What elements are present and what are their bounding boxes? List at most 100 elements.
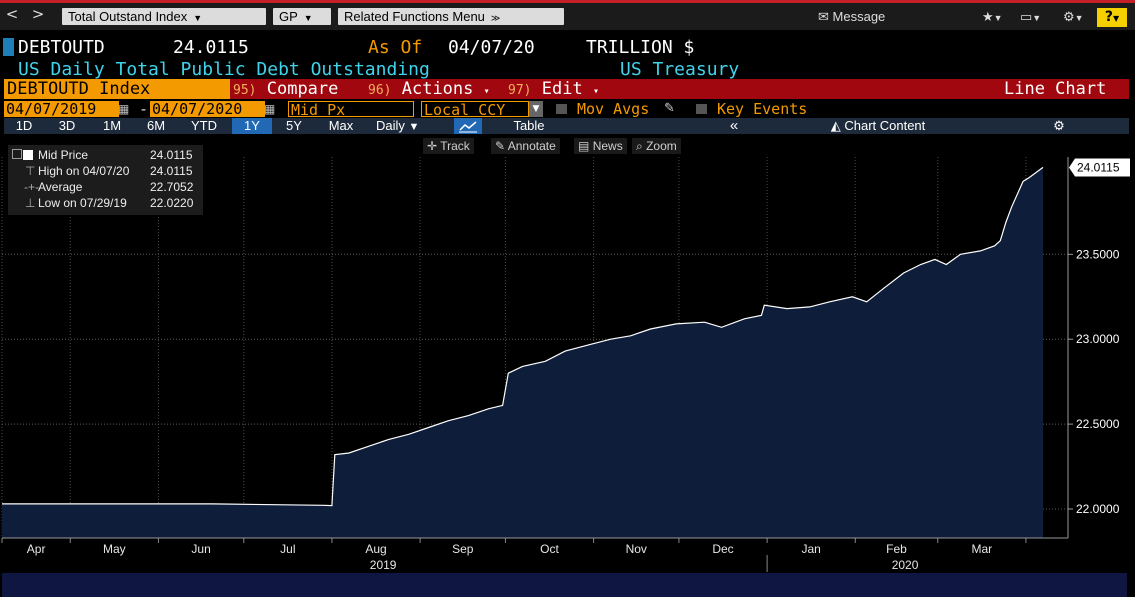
compare-button[interactable]: 95) Compare <box>233 79 338 101</box>
compare-number: 95) <box>233 83 257 98</box>
gear-icon[interactable]: ⚙ <box>1053 118 1065 133</box>
legend-label: Mid Price <box>38 148 89 162</box>
chevron-down-icon: ▼ <box>303 13 313 23</box>
related-functions-menu[interactable]: Related Functions Menu ≫ <box>338 8 564 25</box>
news-tool[interactable]: ▤ News <box>574 138 627 154</box>
legend-row-high: ⊤ High on 04/07/20 24.0115 <box>8 163 203 179</box>
legend-value: 22.0220 <box>150 196 194 210</box>
series-line <box>2 166 1044 507</box>
mov-avgs-checkbox[interactable] <box>556 104 567 114</box>
legend-row-mid-price: Mid Price 24.0115 <box>8 147 203 163</box>
compare-label: Compare <box>266 79 339 99</box>
period-button-1y[interactable]: 1Y <box>232 118 272 134</box>
y-tick-label: 22.0000 <box>1076 502 1120 516</box>
period-button-1d[interactable]: 1D <box>15 118 33 133</box>
crosshair-icon: ✛ <box>427 139 438 153</box>
x-month-label: Aug <box>365 542 386 556</box>
chevron-down-icon[interactable]: ▼ <box>529 101 543 117</box>
edit-button[interactable]: 97) Edit ▾ <box>508 79 599 102</box>
chevron-down-icon: ▼ <box>1032 13 1042 23</box>
window-options-button[interactable]: ▭▼ <box>1020 8 1041 27</box>
x-month-label: Feb <box>886 542 907 556</box>
chart-content-icon: ◭ <box>830 118 841 133</box>
chart-legend[interactable]: Mid Price 24.0115 ⊤ High on 04/07/20 24.… <box>8 145 203 215</box>
legend-label: High on 04/07/20 <box>38 164 130 178</box>
series-swatch-icon <box>23 150 33 160</box>
calendar-icon[interactable]: ▦ <box>118 102 130 116</box>
gp-dropdown[interactable]: GP ▼ <box>273 8 331 25</box>
period-button-1m[interactable]: 1M <box>102 118 122 133</box>
security-marker-icon <box>3 38 14 56</box>
data-source: US Treasury <box>620 59 740 80</box>
message-button[interactable]: ✉ Message <box>818 8 885 25</box>
currency-selector[interactable]: Local CCY <box>421 101 529 118</box>
track-tool[interactable]: ✛ Track <box>423 138 474 154</box>
annotate-label: Annotate <box>507 139 556 153</box>
date-range-dash: - <box>139 100 149 118</box>
chart-type-label[interactable]: Line Chart <box>1004 79 1107 99</box>
security-field[interactable]: DEBTOUTD Index <box>4 79 230 99</box>
settings-button[interactable]: ⚙▼ <box>1063 8 1084 27</box>
favorites-button[interactable]: ★▼ <box>982 8 1003 27</box>
actions-label: Actions <box>401 79 474 99</box>
table-button[interactable]: Table <box>513 118 545 133</box>
actions-button[interactable]: 96) Actions ▾ <box>368 79 490 102</box>
period-button-3d[interactable]: 3D <box>58 118 76 133</box>
y-tick-label: 23.0000 <box>1076 332 1120 346</box>
zoom-tool[interactable]: ⌕ Zoom <box>632 138 681 154</box>
x-month-label: May <box>103 542 126 556</box>
period-button-6m[interactable]: 6M <box>146 118 166 133</box>
period-button-5y[interactable]: 5Y <box>286 118 302 133</box>
ticker: DEBTOUTD <box>18 37 105 58</box>
envelope-icon: ✉ <box>818 9 829 24</box>
forward-button[interactable]: > <box>31 5 45 23</box>
x-month-label: Apr <box>27 542 46 556</box>
collapse-panel-icon[interactable]: « <box>729 117 739 134</box>
help-label: ? <box>1104 9 1113 25</box>
frequency-dropdown[interactable]: Daily ▼ <box>370 118 450 134</box>
edit-label: Edit <box>541 79 583 99</box>
period-button-max[interactable]: Max <box>328 118 354 133</box>
as-of-date: 04/07/20 <box>448 37 535 58</box>
actions-number: 96) <box>368 83 392 98</box>
help-button[interactable]: ?▼ <box>1097 8 1127 27</box>
x-month-label: Jun <box>191 542 210 556</box>
back-button[interactable]: < <box>5 5 19 23</box>
x-month-label: Jan <box>802 542 821 556</box>
end-date-field[interactable]: 04/07/2020 <box>150 101 265 117</box>
period-button-ytd[interactable]: YTD <box>191 118 217 133</box>
message-label: Message <box>832 9 886 24</box>
news-icon: ▤ <box>578 139 590 153</box>
edit-number: 97) <box>508 83 532 98</box>
field-selector[interactable]: Mid Px <box>288 101 414 118</box>
collapse-icon[interactable] <box>12 149 22 159</box>
as-of-label: As Of <box>368 37 423 58</box>
key-events-checkbox[interactable] <box>696 104 707 114</box>
legend-row-low: ⊥ Low on 07/29/19 22.0220 <box>8 195 203 211</box>
chevron-down-icon: ▼ <box>193 13 203 23</box>
track-label: Track <box>440 139 470 153</box>
x-month-label: Nov <box>626 542 647 556</box>
gp-dropdown-label: GP <box>279 9 298 24</box>
x-year-label: 2019 <box>370 558 397 572</box>
chart-content-button[interactable]: ◭ Chart Content <box>808 118 948 134</box>
index-dropdown[interactable]: Total Outstand Index ▼ <box>62 8 266 25</box>
chevron-down-icon: ▼ <box>408 121 420 133</box>
annotate-tool[interactable]: ✎ Annotate <box>491 138 560 154</box>
y-tick-label: 23.5000 <box>1076 247 1120 261</box>
zoom-label: Zoom <box>646 139 677 153</box>
high-marker-icon: ⊤ <box>25 164 36 178</box>
period-bar <box>4 118 1129 134</box>
legend-label: Average <box>38 180 83 194</box>
calendar-icon[interactable]: ▦ <box>264 102 276 116</box>
command-bar <box>4 79 1129 99</box>
pencil-icon[interactable]: ✎ <box>664 101 675 116</box>
chevron-down-icon: ▼ <box>993 13 1003 23</box>
chevron-down-icon: ▾ <box>483 86 490 97</box>
chevron-down-icon: ▼ <box>1074 13 1084 23</box>
start-date-field[interactable]: 04/07/2019 <box>4 101 119 117</box>
window-icon: ▭ <box>1020 9 1033 24</box>
chart-content-label: Chart Content <box>844 118 926 133</box>
line-chart-icon[interactable] <box>454 118 482 134</box>
